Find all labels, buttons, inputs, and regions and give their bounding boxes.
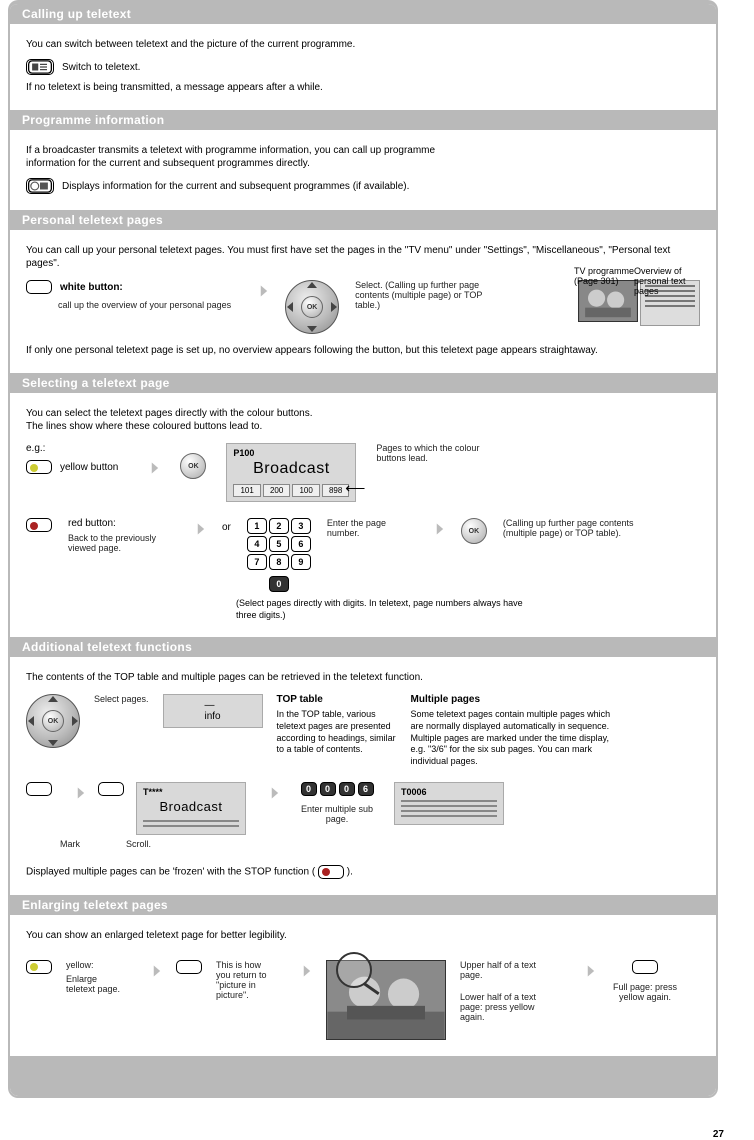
ok-button[interactable]: OK [180,453,206,479]
s6-lower: Lower half of a text page: press yellow … [460,992,560,1022]
info-box: — info [163,694,263,728]
dpad-icon[interactable]: OK [285,280,339,334]
section-body-5: The contents of the TOP table and multip… [10,657,716,894]
ttx2-head: T**** [143,787,239,797]
section-title-2: Programme information [10,110,716,130]
ttx-tab: 101 [233,484,261,497]
info-button-icon[interactable] [26,178,54,194]
s1-note: If no teletext is being transmitted, a m… [26,81,700,94]
s4-l1a: You can select the teletext pages direct… [26,407,700,420]
s5-scroll: Scroll. [126,839,151,849]
ttx-pagenum: P100 [233,448,349,458]
tv-thumb [578,280,638,322]
section-title-1: Calling up teletext [10,4,716,24]
teletext-button-icon[interactable] [26,59,54,75]
red-button-icon[interactable] [26,518,52,532]
page-number: 27 [713,1129,724,1140]
arrow-icon [247,280,269,302]
s6-intro: You can show an enlarged teletext page f… [26,929,700,942]
s6-pip: This is how you return to "picture in pi… [216,960,276,1000]
s4-red-label: red button: [68,518,168,529]
ttx-title: Broadcast [233,460,349,478]
s5-mp-desc: Some teletext pages contain multiple pag… [411,709,611,767]
ttx-tab: 100 [292,484,320,497]
s4-demo-label: yellow button [60,462,118,473]
arrow-icon [290,960,312,982]
keypad[interactable]: 123 456 789 [247,518,311,570]
s5-mp-label: Multiple pages [411,694,611,705]
s6-fullpage: Full page: press yellow again. [610,982,680,1002]
yellow-button-icon[interactable] [26,460,52,474]
ttx-tab: 200 [263,484,291,497]
dpad-icon[interactable]: OK [26,694,80,748]
arrow-icon [140,960,162,982]
s1-intro: You can switch between teletext and the … [26,38,700,51]
digit-key[interactable]: 6 [358,782,374,796]
s2-line1: If a broadcaster transmits a teletext wi… [26,144,700,157]
s4-ok-label: (Calling up further page contents (multi… [503,518,643,538]
section-body-4: You can select the teletext pages direct… [10,393,716,637]
red-button-icon-2[interactable] [318,865,344,879]
section-body-1: You can switch between teletext and the … [10,24,716,110]
arrow-icon [258,782,280,804]
ok-button[interactable]: OK [301,296,323,318]
s1-btn-label: Switch to teletext. [62,62,140,73]
ok-button[interactable]: OK [42,710,64,732]
s5-l1: The contents of the TOP table and multip… [26,671,700,684]
section-body-6: You can show an enlarged teletext page f… [10,915,716,1056]
s3-foot: If only one personal teletext page is se… [26,344,700,357]
arrow-icon [423,518,445,540]
s5-top-label: TOP table [277,694,397,705]
s5-top-desc: In the TOP table, various teletext pages… [277,709,397,756]
ok-button[interactable]: OK [461,518,487,544]
digit-key[interactable]: 0 [320,782,336,796]
white-button-icon[interactable] [26,782,52,796]
section-title-4: Selecting a teletext page [10,373,716,393]
s5-seq-label: Enter multiple sub page. [292,804,382,824]
overview-callout: Overview of personal text pages [634,266,704,296]
s4-keypad-label: Enter the page number. [327,518,407,538]
s5-mark: Mark [60,839,80,849]
plain-button-icon[interactable] [176,960,202,974]
s4-keypad-note: (Select pages directly with digits. In t… [236,598,536,621]
section-body-2: If a broadcaster transmits a teletext wi… [10,130,716,210]
s2-line2: information for the current and subseque… [26,157,700,170]
yellow-button-icon-2[interactable] [26,960,52,974]
arrow-icon [574,960,596,982]
teletext-screen-2: T**** Broadcast [136,782,246,835]
section-title-3: Personal teletext pages [10,210,716,230]
white-button-icon[interactable] [26,280,52,294]
s3-btn-desc: call up the overview of your personal pa… [58,300,231,310]
plain-button-icon[interactable] [98,782,124,796]
section-title-5: Additional teletext functions [10,637,716,657]
teletext-screen-3: T0006 [394,782,504,825]
s5-foot: Displayed multiple pages can be 'frozen'… [26,865,700,879]
page-frame: Calling up teletext You can switch betwe… [8,0,718,1098]
section-title-6: Enlarging teletext pages [10,895,716,915]
s4-l1b: The lines show where these coloured butt… [26,420,700,433]
digit-key[interactable]: 0 [301,782,317,796]
s6-yellow-desc: Enlarge teletext page. [66,974,126,994]
plain-button-icon[interactable] [632,960,658,974]
enlarged-tv [326,960,446,1040]
arrow-icon [64,782,86,804]
s5-dpad-label: Select pages. [94,694,149,704]
ttx3-head: T0006 [401,787,497,797]
section-body-3: You can call up your personal teletext p… [10,230,716,373]
s2-btn-label: Displays information for the current and… [62,181,409,192]
teletext-screen: P100 Broadcast 101 200 100 898 ⟵ [226,443,356,502]
magnifier-icon [336,952,372,988]
s4-red-desc: Back to the previously viewed page. [68,533,168,553]
s6-yellow-label: yellow: [66,960,126,970]
s3-ok-desc: Select. (Calling up further page content… [355,280,505,310]
s3-btn-label: white button: [60,282,123,293]
page-footer [10,1056,716,1096]
s6-upper: Upper half of a text page. [460,960,560,980]
arrow-icon [184,518,206,540]
digit-key[interactable]: 0 [339,782,355,796]
tvprog-callout: TV programme(Page 301) [574,266,634,286]
s4-callout: Pages to which the colour buttons lead. [376,443,496,463]
arrow-icon [138,457,160,479]
ttx2-title: Broadcast [143,799,239,814]
